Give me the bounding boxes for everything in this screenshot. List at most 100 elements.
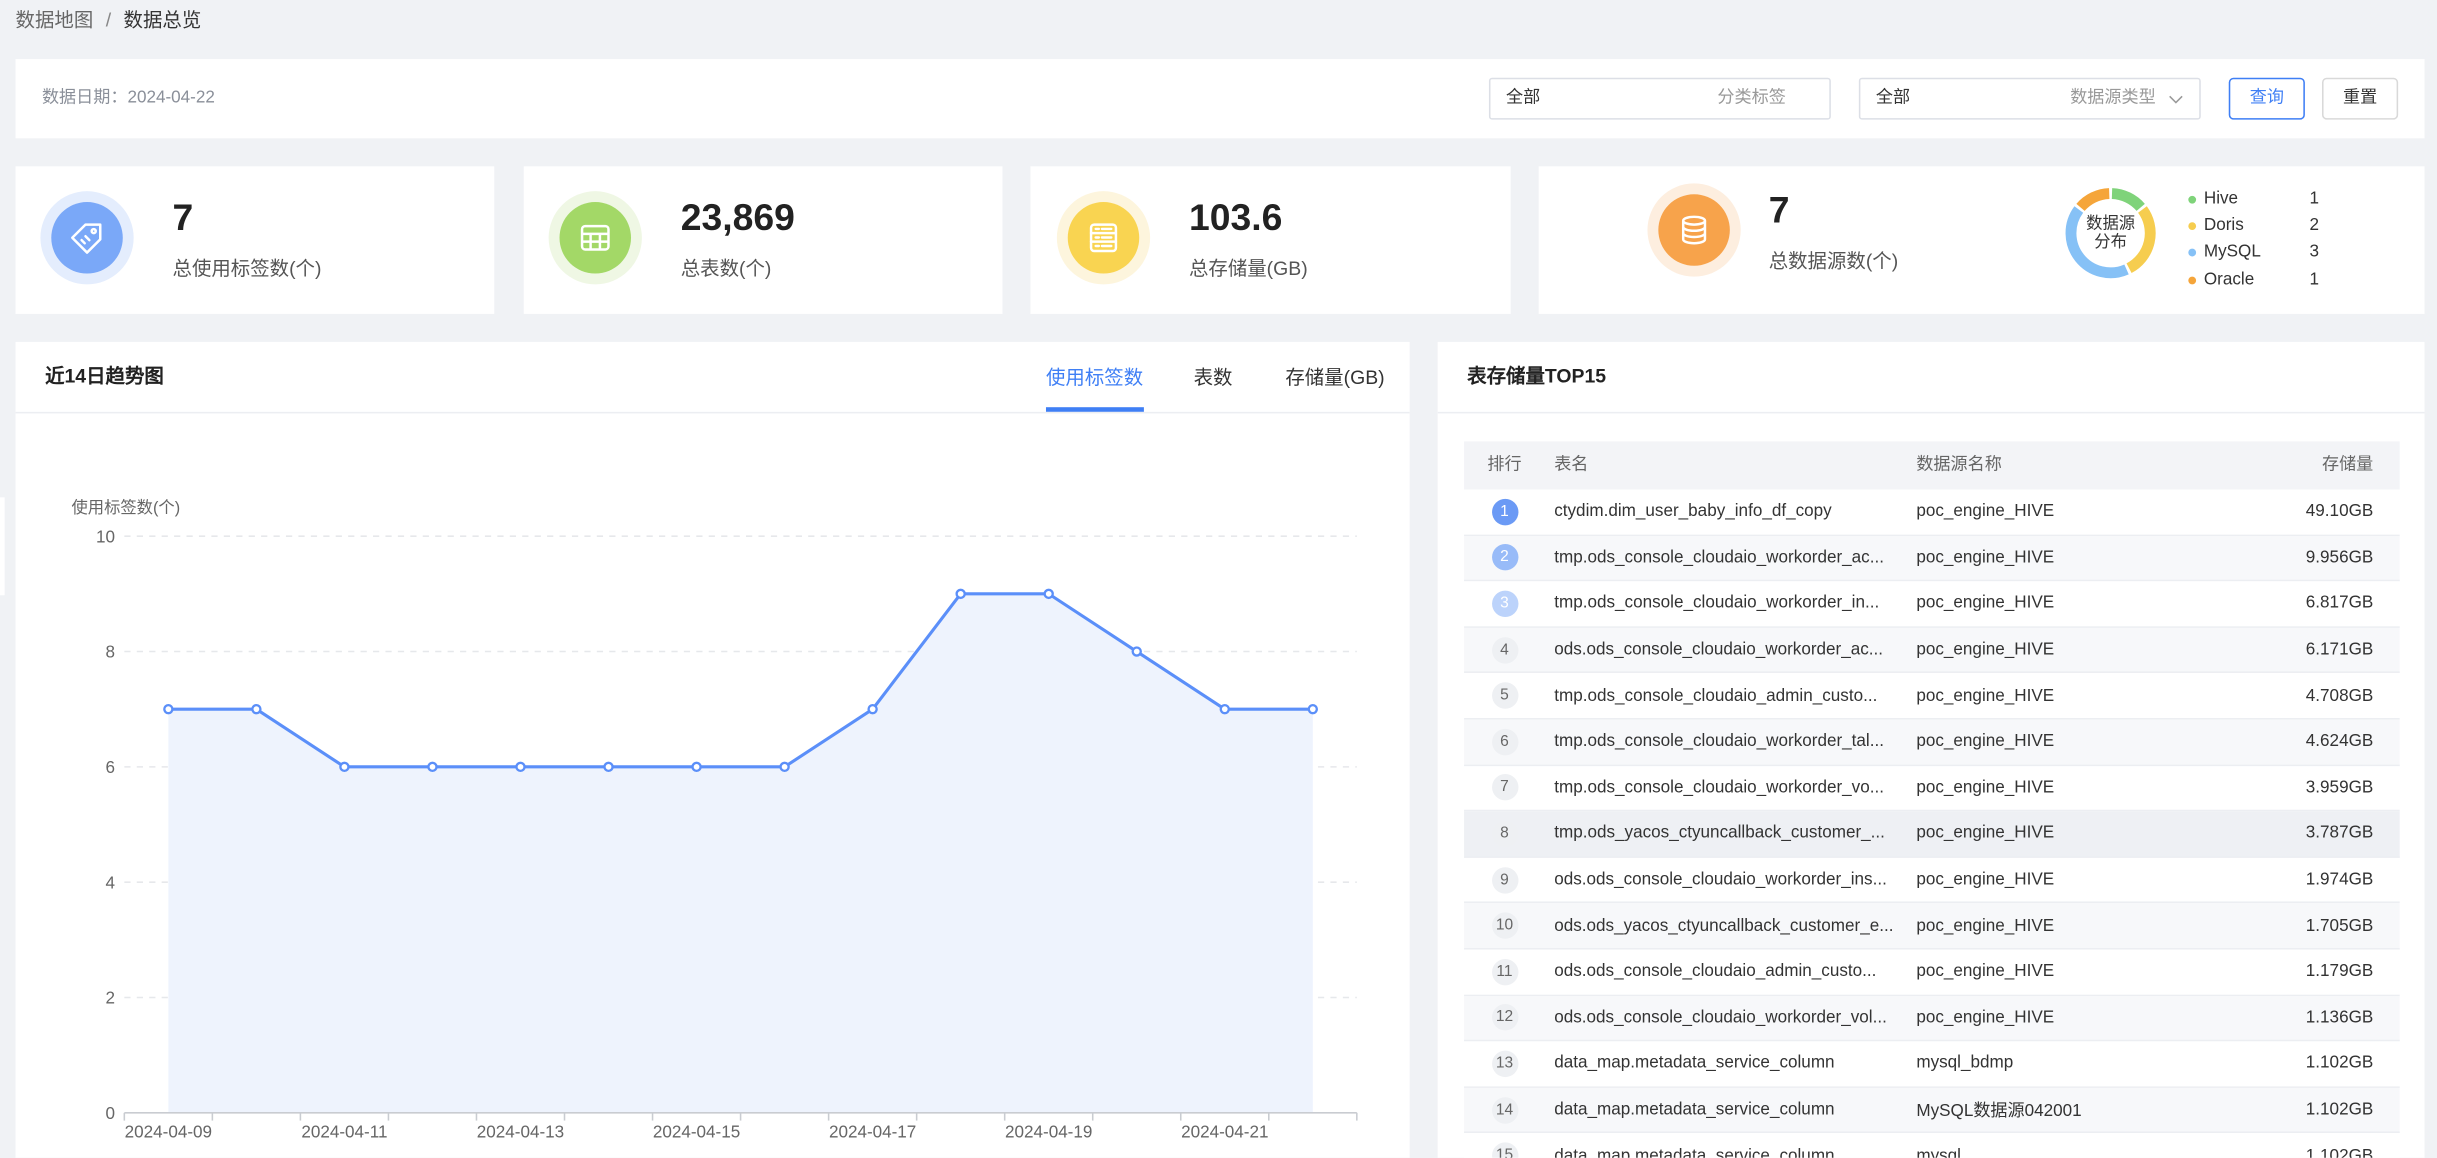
y-tick-label: 8 — [106, 643, 115, 662]
table-name-cell[interactable]: ods.ods_console_cloudaio_workorder_ac... — [1554, 640, 1884, 660]
storage-size-cell: 1.974GB — [2305, 870, 2374, 890]
category-select-value: 全部 — [1506, 88, 1541, 108]
reset-button[interactable]: 重置 — [2321, 77, 2399, 120]
legend-dot — [2188, 195, 2197, 203]
table-row[interactable]: 5 tmp.ods_console_cloudaio_admin_custo...… — [1464, 673, 2400, 720]
table-row[interactable]: 11 ods.ods_console_cloudaio_admin_custo..… — [1464, 949, 2400, 996]
data-point-2024-04-22[interactable] — [1307, 703, 1319, 715]
donut-segment-oracle[interactable] — [2076, 188, 2110, 212]
data-point-2024-04-13[interactable] — [515, 761, 526, 773]
table-name-cell[interactable]: tmp.ods_console_cloudaio_workorder_tal..… — [1554, 732, 1884, 752]
tab-tag-count[interactable]: 使用标签数 — [1045, 364, 1144, 412]
table-name-cell[interactable]: ctydim.dim_user_baby_info_df_copy — [1554, 502, 1832, 522]
donut-segment-doris[interactable] — [2126, 206, 2156, 274]
source-select-label: 数据源类型 — [2070, 88, 2156, 108]
legend-dot — [2188, 221, 2197, 230]
trend-chart-panel: 近14日趋势图 使用标签数 表数 存储量(GB) 使用标签数(个) 0 2 4 6 8 10… — [15, 341, 1410, 1158]
table-row[interactable]: 1 ctydim.dim_user_baby_info_df_copy poc_en… — [1464, 489, 2400, 536]
data-date-value: 2024-04-22 — [127, 88, 215, 108]
data-point-2024-04-21[interactable] — [1219, 703, 1230, 715]
data-point-2024-04-14[interactable] — [603, 761, 614, 773]
table-row[interactable]: 13 data_map.metadata_service_column mysql_… — [1464, 1041, 2400, 1088]
x-tick-label: 2024-04-13 — [477, 1123, 564, 1142]
table-row[interactable]: 7 tmp.ods_console_cloudaio_workorder_vo..… — [1464, 765, 2400, 812]
column-header-size[interactable]: 存储量 — [2321, 455, 2374, 475]
table-row[interactable]: 8 tmp.ods_yacos_ctyuncallback_customer_..… — [1464, 811, 2400, 858]
table-name-cell[interactable]: tmp.ods_console_cloudaio_workorder_ac... — [1554, 548, 1884, 568]
donut-segment-hive[interactable] — [2111, 188, 2145, 212]
datasource-type-select[interactable]: 全部 数据源类型 — [1858, 77, 2201, 120]
table-name-cell[interactable]: ods.ods_console_cloudaio_workorder_vol..… — [1554, 1008, 1887, 1028]
legend-count: 1 — [2309, 270, 2320, 290]
table-row[interactable]: 14 data_map.metadata_service_column MySQL数… — [1464, 1087, 2400, 1134]
data-point-2024-04-17[interactable] — [867, 703, 878, 715]
table-row[interactable]: 15 data_map.metadata_service_column mysql 1… — [1464, 1133, 2400, 1158]
data-date-label: 数据日期： — [41, 88, 128, 108]
series-line — [168, 592, 1313, 769]
table-name-cell[interactable]: tmp.ods_console_cloudaio_admin_custo... — [1554, 686, 1878, 706]
data-point-2024-04-11[interactable] — [339, 761, 350, 773]
data-point-2024-04-16[interactable] — [779, 761, 790, 773]
rank-cell: 1 — [1464, 498, 1545, 526]
table-name-cell[interactable]: ods.ods_yacos_ctyuncallback_customer_e..… — [1554, 916, 1894, 936]
rank-cell: 15 — [1464, 1142, 1545, 1158]
query-button[interactable]: 查询 — [2228, 77, 2305, 120]
donut-segment-mysql[interactable] — [2065, 206, 2129, 279]
tab-table-count[interactable]: 表数 — [1193, 366, 1233, 389]
side-drawer-handle[interactable] — [0, 497, 5, 596]
storage-size-cell: 1.179GB — [2305, 962, 2374, 982]
y-tick-label: 0 — [106, 1104, 115, 1123]
database-icon — [1681, 215, 1707, 245]
stat-card-storage: 103.6 总存储量(GB) — [1030, 166, 1511, 314]
data-point-2024-04-12[interactable] — [427, 761, 438, 773]
tab-storage[interactable]: 存储量(GB) — [1285, 366, 1385, 389]
table-row[interactable]: 3 tmp.ods_console_cloudaio_workorder_in..… — [1464, 581, 2400, 628]
table-name-cell[interactable]: ods.ods_console_cloudaio_admin_custo... — [1554, 962, 1877, 982]
data-point-2024-04-19[interactable] — [1043, 588, 1054, 600]
column-header-source: 数据源名称 — [1916, 455, 2002, 475]
rank-badge: 4 — [1491, 636, 1518, 663]
y-tick-label: 6 — [106, 758, 115, 777]
data-point-2024-04-20[interactable] — [1131, 646, 1142, 657]
legend-count: 2 — [2309, 216, 2320, 235]
rank-cell: 6 — [1464, 728, 1545, 755]
rank-badge: 14 — [1491, 1096, 1518, 1123]
datasource-name-cell: poc_engine_HIVE — [1916, 1008, 2055, 1028]
panel-divider — [1437, 411, 2425, 414]
data-point-2024-04-15[interactable] — [691, 761, 702, 773]
stat-icon-halo — [1056, 191, 1151, 285]
panel-title: 近14日趋势图 — [45, 365, 164, 387]
chevron-down-icon — [2169, 95, 2183, 104]
panel-divider — [15, 411, 1410, 414]
storage-size-cell: 4.624GB — [2305, 732, 2374, 752]
category-tag-select[interactable]: 全部 分类标签 — [1488, 77, 1831, 120]
stat-icon-circle — [559, 202, 632, 274]
stat-icon-halo — [1647, 183, 1741, 277]
table-name-cell[interactable]: tmp.ods_console_cloudaio_workorder_in... — [1554, 594, 1880, 614]
rank-badge: 9 — [1491, 866, 1518, 893]
breadcrumb-parent-link[interactable]: 数据地图 — [15, 9, 94, 32]
table-name-cell[interactable]: ods.ods_console_cloudaio_workorder_ins..… — [1554, 870, 1887, 890]
data-point-2024-04-09[interactable] — [163, 703, 174, 715]
table-row[interactable]: 10 ods.ods_yacos_ctyuncallback_customer_e… — [1464, 903, 2400, 950]
table-name-cell[interactable]: data_map.metadata_service_column — [1554, 1100, 1835, 1120]
datasource-name-cell: poc_engine_HIVE — [1916, 686, 2055, 706]
source-select-value: 全部 — [1875, 88, 1911, 108]
table-row[interactable]: 9 ods.ods_console_cloudaio_workorder_ins.… — [1464, 857, 2400, 904]
rank-cell: 13 — [1464, 1050, 1545, 1077]
stat-label: 总存储量(GB) — [1188, 257, 1308, 280]
rank-cell: 12 — [1464, 1004, 1545, 1031]
table-row[interactable]: 2 tmp.ods_console_cloudaio_workorder_ac..… — [1464, 535, 2400, 582]
table-name-cell[interactable]: data_map.metadata_service_column — [1554, 1054, 1835, 1074]
table-row[interactable]: 12 ods.ods_console_cloudaio_workorder_vol… — [1464, 995, 2400, 1042]
storage-size-cell: 1.705GB — [2305, 916, 2374, 936]
table-name-cell[interactable]: data_map.metadata_service_column — [1554, 1146, 1835, 1158]
data-point-2024-04-18[interactable] — [955, 588, 966, 600]
table-row[interactable]: 6 tmp.ods_console_cloudaio_workorder_tal.… — [1464, 719, 2400, 766]
data-point-2024-04-10[interactable] — [251, 703, 262, 715]
table-name-cell[interactable]: tmp.ods_yacos_ctyuncallback_customer_... — [1554, 824, 1885, 844]
donut-title-line: 数据源 — [2086, 214, 2136, 234]
table-name-cell[interactable]: tmp.ods_console_cloudaio_workorder_vo... — [1554, 778, 1884, 798]
table-row[interactable]: 4 ods.ods_console_cloudaio_workorder_ac..… — [1464, 627, 2400, 674]
